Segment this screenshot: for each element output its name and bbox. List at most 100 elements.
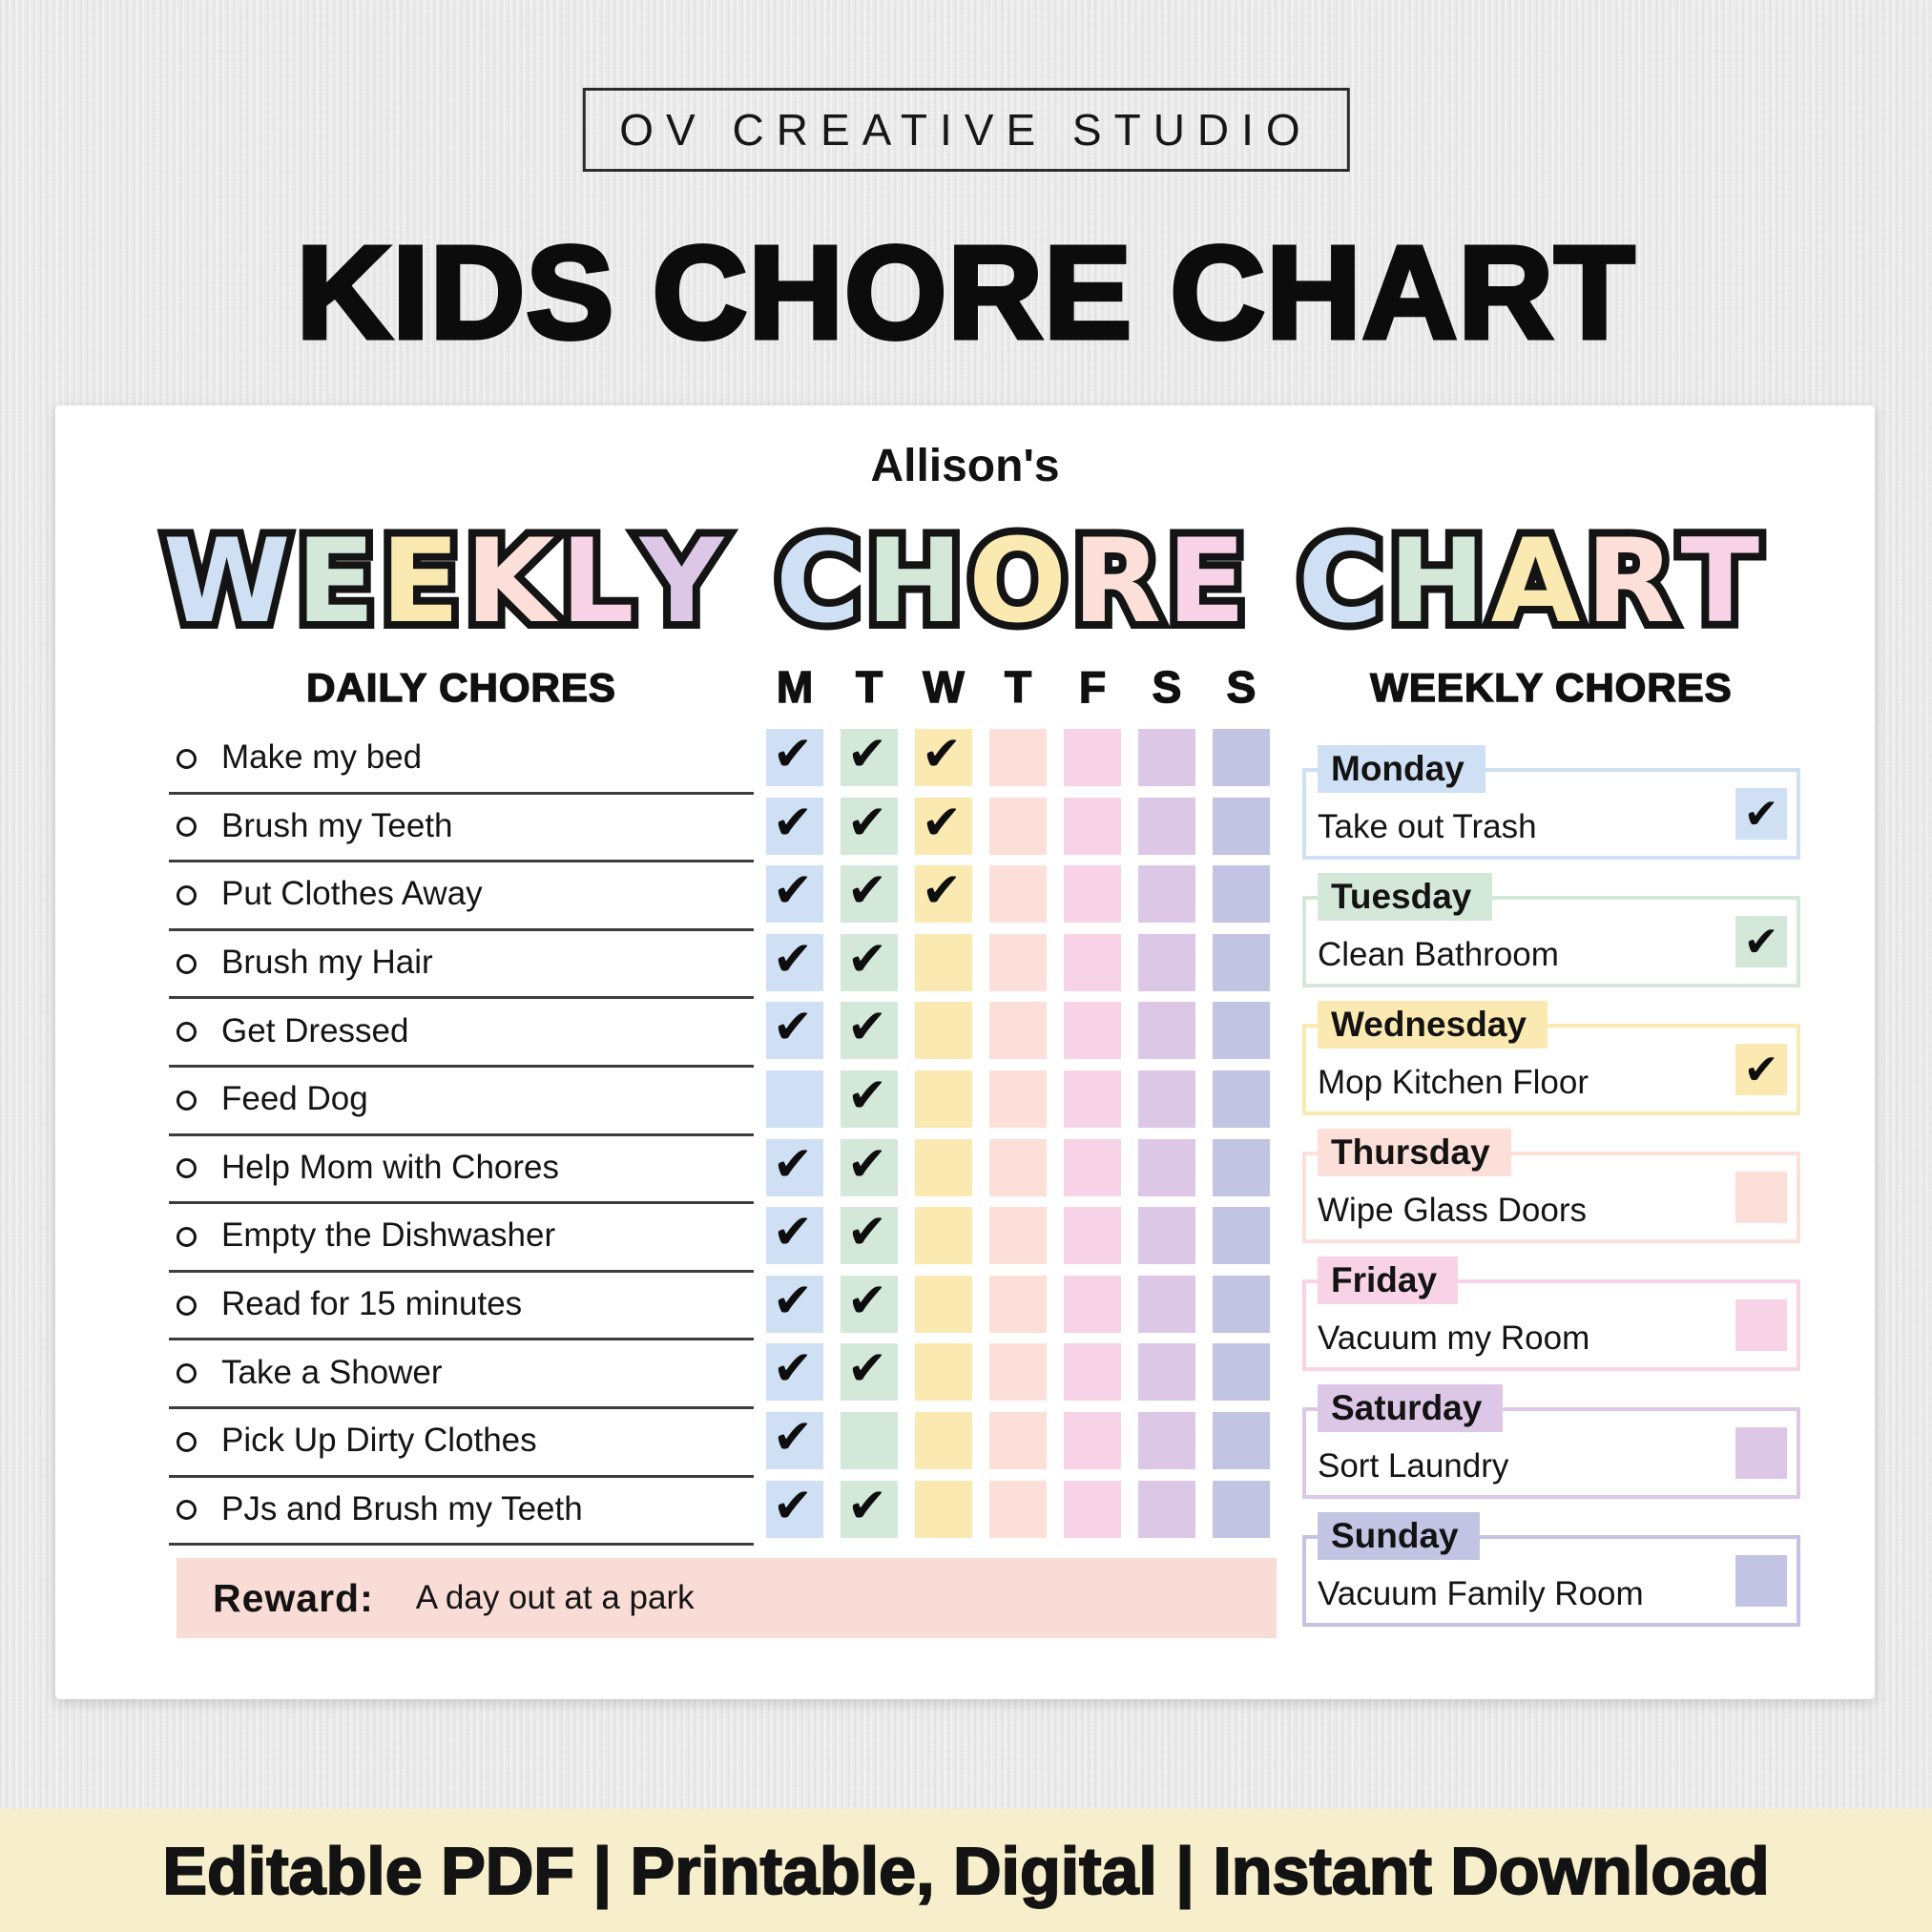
- check-cell: [989, 1138, 1047, 1196]
- check-cell: [1138, 729, 1195, 786]
- check-cell: ✔: [766, 1478, 823, 1538]
- weekly-item-tuesday: Tuesday Clean Bathroom ✔: [1302, 873, 1800, 987]
- chore-label: Brush my Teeth: [221, 806, 453, 844]
- check-cell: ✔: [915, 726, 972, 786]
- weekly-task: Vacuum Family Room: [1318, 1575, 1644, 1612]
- check-cell: [989, 1002, 1047, 1060]
- check-cell: [1064, 1070, 1121, 1128]
- weekly-day-chip: Saturday: [1318, 1384, 1504, 1432]
- chore-label: Help Mom with Chores: [221, 1148, 559, 1186]
- check-cell: ✔: [841, 1273, 898, 1333]
- bubble-letter-fill: A: [1490, 514, 1581, 649]
- studio-name: OV CREATIVE STUDIO: [619, 105, 1313, 155]
- bubble-letter-fill: W: [163, 514, 291, 649]
- check-cell: [915, 1138, 972, 1196]
- weekly-task: Vacuum my Room: [1318, 1319, 1590, 1357]
- check-cell: ✔: [766, 1204, 823, 1265]
- check-cell: ✔: [841, 930, 898, 991]
- check-cell: [915, 1002, 972, 1060]
- bubble-letter-outline: T: [1672, 514, 1766, 649]
- weekly-item-sunday: Sunday Vacuum Family Room: [1302, 1512, 1800, 1627]
- reward-value: A day out at a park: [415, 1579, 695, 1616]
- daily-check-grid: ✔ ✔ ✔ ✔ ✔ ✔ ✔ ✔ ✔ ✔ ✔ ✔ ✔ ✔ ✔ ✔ ✔ ✔ ✔ ✔ ✔ ✔ ✔ ✔ ✔: [766, 726, 1270, 1546]
- chore-circle-icon: [177, 748, 197, 769]
- chore-circle-icon: [177, 1500, 197, 1521]
- weekly-item-friday: Friday Vacuum my Room: [1302, 1257, 1800, 1371]
- check-icon: ✔: [847, 794, 887, 850]
- check-cell: ✔: [766, 1409, 823, 1469]
- check-cell: [1138, 1070, 1195, 1128]
- bubble-letter-outline: R: [1578, 514, 1682, 649]
- check-cell: [1213, 1480, 1270, 1538]
- day-column-letter: S: [1226, 661, 1257, 713]
- check-icon: ✔: [922, 726, 962, 781]
- chore-row: Brush my Teeth: [169, 795, 754, 863]
- check-cell: [1138, 933, 1195, 991]
- bubble-letter-fill: K: [465, 514, 555, 649]
- weekly-day-chip: Friday: [1318, 1257, 1459, 1304]
- weekly-checkbox: [1735, 1427, 1787, 1479]
- check-icon: ✔: [847, 999, 887, 1055]
- chore-row: Feed Dog: [169, 1068, 754, 1136]
- check-cell: [1064, 1411, 1121, 1469]
- bubble-letter-outline: E: [289, 514, 384, 649]
- weekly-task: Mop Kitchen Floor: [1318, 1064, 1589, 1101]
- bubble-letter-fill: E: [1167, 514, 1246, 649]
- check-cell: [989, 1411, 1047, 1469]
- check-icon: ✔: [847, 862, 887, 919]
- check-cell: ✔: [841, 1136, 898, 1196]
- check-cell: ✔: [915, 795, 972, 855]
- chore-circle-icon: [177, 1022, 197, 1043]
- bubble-letter-fill: C: [775, 514, 861, 649]
- check-icon: ✔: [847, 1204, 887, 1260]
- check-cell: [989, 729, 1047, 786]
- weekly-day-chip: Sunday: [1318, 1512, 1480, 1560]
- chore-label: Pick Up Dirty Clothes: [221, 1422, 537, 1460]
- chore-circle-icon: [177, 1363, 197, 1384]
- chore-row: Take a Shower: [169, 1340, 754, 1409]
- bubble-letter-outline: A: [1484, 514, 1589, 649]
- check-icon: ✔: [773, 1204, 813, 1260]
- chore-row: Make my bed: [169, 726, 754, 795]
- bubble-letter-outline: L: [553, 514, 642, 649]
- chore-label: Take a Shower: [221, 1353, 443, 1391]
- check-cell: ✔: [766, 1340, 823, 1402]
- check-cell: ✔: [841, 862, 898, 924]
- reward-bar: Reward: A day out at a park: [177, 1558, 1277, 1638]
- chore-circle-icon: [177, 1431, 197, 1452]
- chore-label: Put Clothes Away: [221, 875, 483, 913]
- check-cell: [989, 797, 1047, 855]
- bubble-letter-fill: R: [1071, 514, 1162, 649]
- check-cell: [915, 1480, 972, 1538]
- weekly-task: Take out Trash: [1318, 808, 1537, 845]
- check-cell: [915, 933, 972, 991]
- reward-label: Reward:: [213, 1575, 374, 1620]
- check-icon: ✔: [773, 1135, 813, 1192]
- bubble-letter-fill: E: [381, 514, 460, 649]
- weekly-item-wednesday: Wednesday Mop Kitchen Floor ✔: [1302, 1001, 1800, 1115]
- chore-row: Put Clothes Away: [169, 862, 754, 931]
- check-cell: ✔: [766, 862, 823, 924]
- chart-owner-name: Allison's: [870, 441, 1060, 491]
- check-icon: ✔: [847, 930, 887, 987]
- chore-row: Empty the Dishwasher: [169, 1204, 754, 1273]
- check-cell: [989, 1480, 1047, 1538]
- check-icon: ✔: [1743, 917, 1779, 966]
- weekly-chores-header: WEEKLY CHORES: [1370, 664, 1733, 711]
- check-icon: ✔: [773, 1272, 813, 1328]
- check-cell: [915, 1207, 972, 1265]
- check-icon: ✔: [847, 726, 887, 781]
- daily-chore-list: Make my bed Brush my Teeth Put Clothes Awa…: [169, 726, 754, 1547]
- chore-row: Read for 15 minutes: [169, 1273, 754, 1341]
- listing-title: KIDS CHORE CHART: [294, 219, 1637, 366]
- check-cell: [1213, 1138, 1270, 1196]
- check-cell: [1064, 1343, 1121, 1402]
- chore-row: PJs and Brush my Teeth: [169, 1478, 754, 1547]
- bubble-letter-fill: Y: [639, 514, 724, 649]
- check-cell: [1213, 797, 1270, 855]
